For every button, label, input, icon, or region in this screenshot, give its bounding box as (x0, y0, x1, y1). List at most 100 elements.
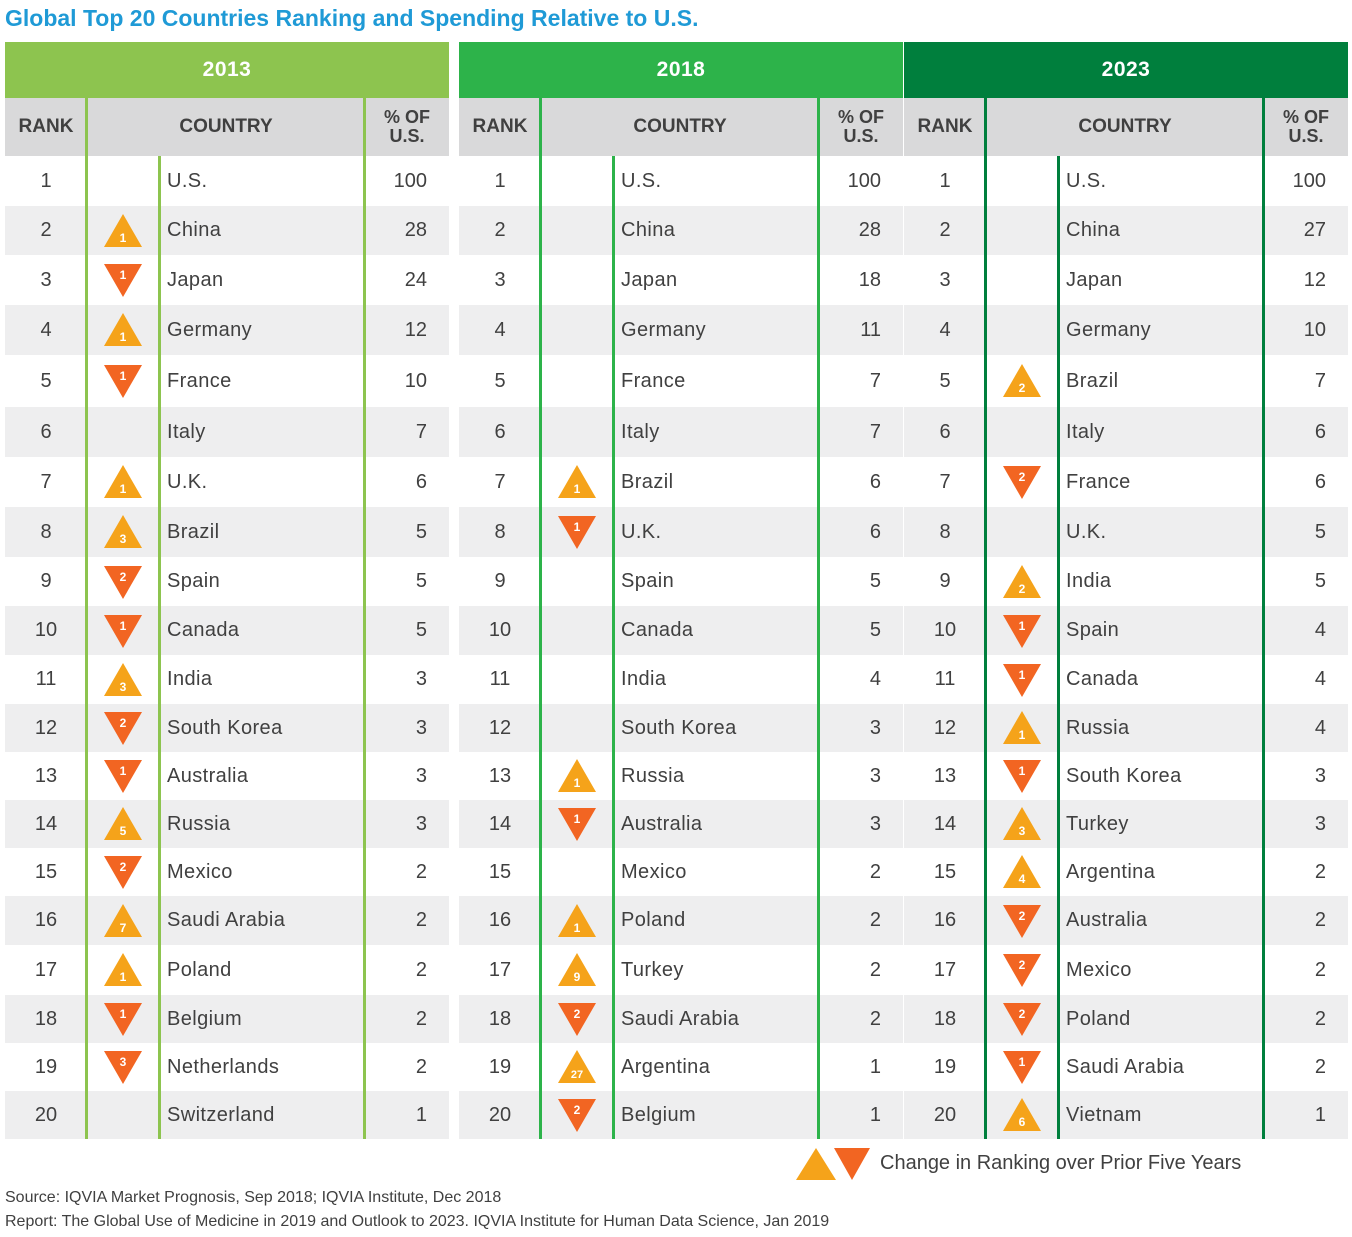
rank-cell: 19 (34, 1055, 58, 1078)
pct-cell: 27 (1303, 219, 1326, 241)
table-row: 15 Argentina 2 4 (904, 848, 1348, 896)
rank-cell: 5 (40, 369, 52, 392)
rank-down-icon: 1 (104, 760, 142, 793)
legend-down-triangle-icon (834, 1148, 870, 1180)
pct-cell: 3 (869, 716, 881, 739)
rank-up-icon: 1 (558, 904, 596, 937)
rank-cell: 7 (939, 470, 951, 493)
change-triangle (1003, 615, 1041, 648)
country-cell: Mexico (621, 860, 687, 883)
change-triangle (1003, 711, 1041, 744)
pct-cell: 24 (404, 268, 427, 291)
rank-up-icon: 3 (104, 663, 142, 696)
change-triangle (104, 856, 142, 889)
rank-down-icon: 1 (558, 808, 596, 841)
country-cell: U.K. (621, 520, 662, 543)
rank-up-icon: 9 (558, 953, 596, 986)
rank-cell: 1 (939, 169, 951, 192)
table-row: 8 U.K. 5 (904, 507, 1348, 557)
table-row: 18 Poland 2 2 (904, 995, 1348, 1043)
pct-cell: 6 (869, 470, 881, 493)
table-row: 8 U.K. 6 1 (459, 507, 903, 557)
pct-cell: 2 (415, 1055, 427, 1078)
change-value-label: 1 (120, 764, 127, 778)
change-triangle (104, 953, 142, 986)
country-cell: Japan (167, 268, 224, 291)
table-row: 1 U.S. 100 (5, 156, 449, 206)
change-value-label: 1 (1019, 668, 1026, 682)
change-value-label: 2 (1019, 582, 1026, 596)
legend-icons (796, 1146, 872, 1187)
rank-cell: 18 (933, 1007, 957, 1030)
pct-cell: 3 (415, 812, 427, 835)
rank-cell: 6 (494, 420, 506, 443)
panel-2013: 2013 RANK COUNTRY% OF U.S. 1 U.S. 100 2 China 28 1… (5, 42, 449, 1139)
pct-cell: 7 (1314, 369, 1326, 392)
table-row: 11 India 3 3 (5, 655, 449, 704)
table-row: 7 Brazil 6 1 (459, 457, 903, 507)
country-cell: U.S. (167, 169, 208, 192)
country-cell: Italy (1066, 420, 1105, 443)
change-triangle (558, 1050, 596, 1083)
rank-cell: 16 (34, 909, 58, 931)
pct-cell: 7 (869, 420, 881, 443)
panel-2023: 2023 RANK COUNTRY% OF U.S. 1 U.S. 100 2 China 27 3… (904, 42, 1348, 1139)
table-row: 14 Turkey 3 3 (904, 800, 1348, 848)
table-row: 16 Australia 2 2 (904, 896, 1348, 945)
table-row: 12 South Korea 3 (459, 704, 903, 752)
pct-cell: 6 (1314, 420, 1326, 443)
pct-cell: 2 (1314, 958, 1326, 981)
table-row: 19 Argentina 1 27 (459, 1043, 903, 1091)
country-cell: India (167, 668, 213, 690)
country-cell: Saudi Arabia (167, 909, 286, 931)
rank-cell: 14 (34, 812, 58, 835)
table-row: 7 France 6 2 (904, 457, 1348, 507)
change-value-label: 4 (1019, 872, 1026, 886)
change-triangle (1003, 760, 1041, 793)
rank-down-icon: 1 (1003, 615, 1041, 648)
table-row: 4 Germany 10 (904, 305, 1348, 355)
table-row: 16 Saudi Arabia 2 7 (5, 896, 449, 945)
table-row: 5 Brazil 7 2 (904, 355, 1348, 407)
country-cell: India (1066, 570, 1112, 592)
rank-cell: 5 (939, 369, 951, 392)
country-header: COUNTRY (1078, 116, 1172, 137)
change-triangle (104, 1003, 142, 1036)
rank-cell: 2 (494, 219, 506, 241)
rank-cell: 19 (933, 1055, 957, 1078)
change-triangle (1003, 855, 1041, 888)
legend-up-triangle-icon (796, 1148, 836, 1180)
pct-cell: 5 (1314, 570, 1326, 592)
rank-up-icon: 2 (1003, 565, 1041, 598)
change-value-label: 1 (574, 482, 581, 496)
pct-cell: 1 (869, 1055, 881, 1078)
panel-2018: 2018 RANK COUNTRY% OF U.S. 1 U.S. 100 2 China 28 3… (459, 42, 903, 1139)
change-value-label: 1 (120, 619, 127, 633)
change-triangle (1003, 364, 1041, 397)
rank-down-icon: 1 (104, 365, 142, 398)
pct-cell: 100 (393, 169, 427, 192)
column-divider (817, 98, 820, 1139)
country-cell: Brazil (167, 520, 220, 543)
rank-up-icon: 1 (104, 953, 142, 986)
country-cell: France (167, 369, 232, 392)
change-value-label: 2 (120, 716, 127, 730)
rank-up-icon: 7 (104, 904, 142, 937)
country-cell: Saudi Arabia (621, 1007, 740, 1030)
table-row: 20 Switzerland 1 (5, 1091, 449, 1139)
change-value-label: 2 (1019, 958, 1026, 972)
rank-cell: 10 (34, 619, 58, 641)
rank-down-icon: 2 (104, 712, 142, 745)
rank-up-icon: 4 (1003, 855, 1041, 888)
pct-cell: 5 (415, 619, 427, 641)
rank-cell: 12 (34, 716, 58, 739)
pct-cell: 2 (1314, 909, 1326, 931)
rank-down-icon: 1 (1003, 760, 1041, 793)
rank-down-icon: 1 (104, 615, 142, 648)
rank-cell: 16 (488, 909, 512, 931)
pct-cell: 6 (1314, 470, 1326, 493)
country-cell: U.K. (1066, 520, 1107, 543)
table-row: 9 India 5 2 (904, 557, 1348, 606)
table-row: 6 Italy 6 (904, 407, 1348, 457)
country-cell: Poland (621, 909, 686, 931)
